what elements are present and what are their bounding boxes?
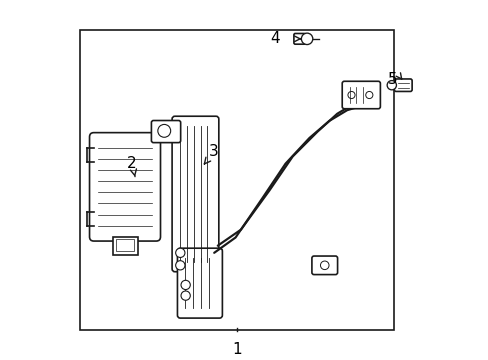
Text: 2: 2 [127, 156, 137, 177]
Circle shape [386, 81, 396, 90]
Circle shape [181, 291, 190, 300]
FancyBboxPatch shape [89, 132, 160, 241]
Bar [80, 30, 393, 329]
FancyBboxPatch shape [293, 33, 305, 44]
FancyBboxPatch shape [172, 116, 218, 272]
Text: 3: 3 [204, 144, 219, 164]
Bar [112, 237, 137, 255]
Circle shape [175, 248, 184, 257]
Circle shape [301, 33, 312, 45]
FancyBboxPatch shape [177, 248, 222, 318]
Circle shape [320, 261, 328, 270]
Circle shape [158, 125, 170, 137]
Circle shape [175, 261, 184, 270]
FancyBboxPatch shape [342, 81, 380, 109]
FancyBboxPatch shape [151, 121, 180, 143]
Circle shape [347, 91, 354, 99]
Bar [116, 239, 134, 251]
Text: 5: 5 [387, 72, 397, 87]
FancyBboxPatch shape [311, 256, 337, 275]
Text: 1: 1 [232, 342, 242, 357]
Circle shape [181, 280, 190, 289]
Text: 4: 4 [270, 31, 280, 46]
FancyBboxPatch shape [393, 79, 411, 91]
Circle shape [365, 91, 372, 99]
